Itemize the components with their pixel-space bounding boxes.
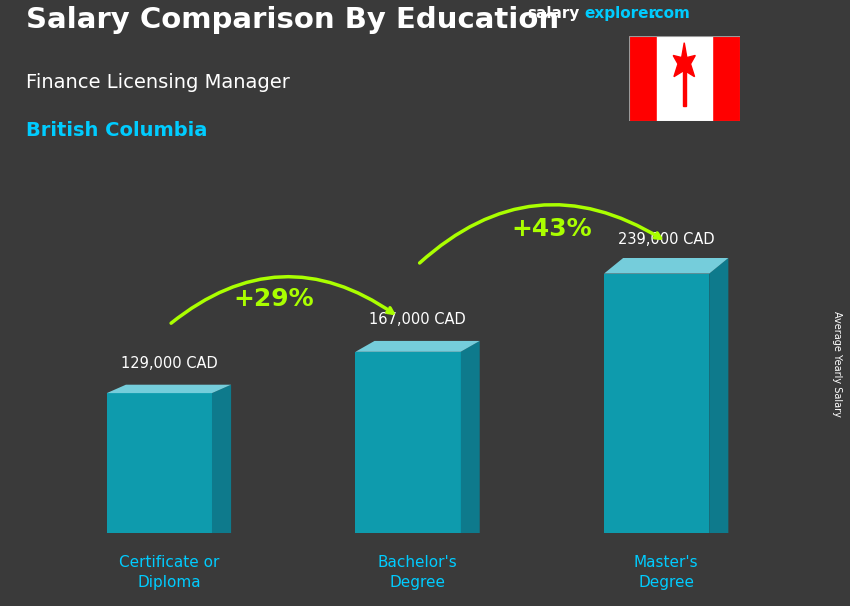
Bar [683,70,686,107]
Text: +29%: +29% [234,287,314,311]
Polygon shape [355,341,479,352]
Text: Master's
Degree: Master's Degree [634,555,699,590]
Polygon shape [604,273,709,533]
Text: salary: salary [527,6,580,21]
Text: 239,000 CAD: 239,000 CAD [618,232,715,247]
Bar [711,36,740,121]
Text: Salary Comparison By Education: Salary Comparison By Education [26,6,558,34]
Polygon shape [461,341,479,533]
Text: British Columbia: British Columbia [26,121,207,140]
Polygon shape [709,258,728,533]
Text: explorer: explorer [585,6,657,21]
Polygon shape [107,385,231,393]
Text: Average Yearly Salary: Average Yearly Salary [832,311,842,416]
Text: Bachelor's
Degree: Bachelor's Degree [377,555,457,590]
Polygon shape [107,393,212,533]
Bar [629,36,656,121]
Text: 129,000 CAD: 129,000 CAD [121,356,218,371]
Text: +43%: +43% [511,218,592,241]
Polygon shape [673,42,695,76]
Bar [656,36,711,121]
Text: .com: .com [649,6,690,21]
Polygon shape [355,352,461,533]
Text: Certificate or
Diploma: Certificate or Diploma [119,555,219,590]
Polygon shape [212,385,231,533]
Text: Finance Licensing Manager: Finance Licensing Manager [26,73,289,92]
Polygon shape [604,258,728,273]
Text: 167,000 CAD: 167,000 CAD [369,312,466,327]
